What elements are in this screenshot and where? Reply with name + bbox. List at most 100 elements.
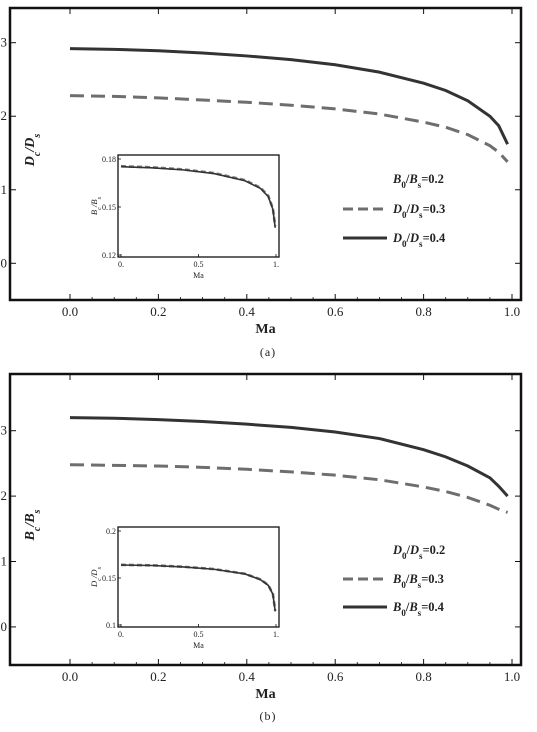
y-tick-label: 0.1 [0, 182, 7, 197]
y-tick-label: 0.0 [0, 255, 7, 270]
label-part: B [89, 210, 99, 215]
plot-frame [8, 6, 523, 302]
chart-panel-b: 0.00.20.40.60.81.00.00.10.20.3MaBc/BsD0/… [0, 372, 523, 723]
plot-frame [8, 372, 523, 667]
label-subscript: c [96, 578, 103, 581]
legend-part: D [409, 231, 419, 245]
x-tick-label: 0.4 [239, 669, 256, 684]
legend-part: / [405, 600, 410, 614]
inset-y-tick-label: 0.18 [102, 155, 116, 164]
x-tick-label: 1.0 [504, 304, 520, 319]
legend-subscript: s [418, 180, 422, 190]
inset-x-tick-label: 0. [118, 630, 124, 639]
inset-x-tick-label: 1. [273, 260, 279, 269]
legend-entry: D0/Ds=0.4 [392, 231, 446, 249]
legend-part: =0.4 [423, 231, 446, 245]
legend-part: B [392, 572, 401, 586]
y-axis-label: Bc/Bs [23, 509, 43, 541]
inset-y-tick-label: 0.15 [102, 203, 116, 212]
panel-caption: (b) [260, 709, 277, 723]
legend-part: / [405, 172, 410, 186]
label-part: / [23, 147, 38, 153]
x-tick-label: 0.2 [150, 304, 166, 319]
y-tick-label: 0.1 [0, 554, 7, 569]
y-tick-label: 0.3 [0, 423, 7, 438]
legend-part: D [392, 543, 402, 557]
inset-series-line-solid [120, 165, 277, 228]
x-tick-label: 0.6 [327, 304, 344, 319]
legend-part: / [406, 543, 411, 557]
label-subscript: s [96, 196, 103, 199]
y-axis-label: Dc/Ds [23, 134, 43, 168]
legend-entry: B0/Bs=0.3 [392, 572, 444, 590]
legend-header: B0/Bs=0.2 [392, 172, 444, 190]
inset-y-tick-label: 0.2 [106, 527, 116, 536]
series-line-dashed [69, 463, 509, 514]
legend-part: =0.3 [423, 202, 446, 216]
legend-part: B [408, 572, 417, 586]
legend-subscript: 0 [402, 210, 407, 220]
legend-subscript: 0 [401, 180, 406, 190]
x-tick-label: 0.0 [62, 304, 78, 319]
chart-panel-a: 0.00.20.40.60.81.00.00.10.20.3MaDc/DsB0/… [0, 6, 523, 359]
y-tick-label: 0.2 [0, 488, 7, 503]
y-tick-label: 0.2 [0, 108, 7, 123]
label-subscript: s [32, 134, 43, 139]
inset-x-tick-label: 1. [273, 630, 279, 639]
series-line-solid [69, 416, 509, 498]
inset-x-axis-label: Ma [193, 641, 204, 650]
panel-caption: (a) [260, 345, 276, 359]
legend-part: B [392, 172, 401, 186]
legend-part: D [409, 202, 419, 216]
x-tick-label: 1.0 [504, 669, 520, 684]
x-tick-label: 0.8 [415, 669, 431, 684]
inset-x-tick-label: 0. [118, 260, 124, 269]
legend-part: / [406, 231, 411, 245]
legend-part: / [406, 202, 411, 216]
legend-part: D [392, 231, 402, 245]
inset-chart: 0. 0.5 1. 0.1 0.15 0.2 Ma Dc/Ds [89, 526, 280, 650]
label-part: D [23, 138, 38, 149]
legend-part: =0.2 [421, 172, 444, 186]
legend-subscript: s [418, 580, 422, 590]
legend-subscript: s [419, 210, 423, 220]
x-tick-label: 0.2 [150, 669, 166, 684]
legend-subscript: 0 [402, 239, 407, 249]
legend-part: D [409, 543, 419, 557]
label-part: B [23, 513, 38, 523]
inset-frame [117, 154, 280, 258]
label-subscript: s [96, 566, 103, 569]
inset-y-axis-label: Dc/Ds [89, 566, 103, 588]
x-tick-label: 0.4 [239, 304, 256, 319]
label-subscript: c [32, 151, 43, 156]
legend-part: B [408, 172, 417, 186]
label-part: D [89, 569, 99, 577]
inset-chart: 0. 0.5 1. 0.12 0.15 0.18 Ma Bc/Bs [89, 154, 280, 280]
inset-y-axis-label: Bc/Bs [89, 196, 103, 215]
inset-x-axis-label: Ma [193, 271, 204, 280]
y-tick-label: 0.3 [0, 35, 7, 50]
legend-part: =0.4 [421, 600, 444, 614]
inset-y-tick-label: 0.12 [102, 251, 116, 260]
label-part: / [23, 522, 38, 528]
y-tick-label: 0.0 [0, 619, 7, 634]
label-part: B [89, 199, 99, 204]
legend-entry: B0/Bs=0.4 [392, 600, 445, 618]
legend-subscript: s [419, 239, 423, 249]
x-axis-label: Ma [255, 687, 275, 702]
label-part: B [23, 531, 38, 541]
inset-x-tick-label: 0.5 [194, 260, 204, 269]
x-tick-label: 0.6 [327, 669, 344, 684]
legend-subscript: 0 [402, 551, 407, 561]
label-subscript: c [32, 526, 43, 531]
legend-part: =0.2 [423, 543, 446, 557]
legend-subscript: 0 [401, 608, 406, 618]
inset-series-line-solid [120, 564, 277, 612]
label-part: D [89, 580, 99, 588]
legend-part: =0.3 [421, 572, 444, 586]
series-line-dashed [69, 94, 509, 163]
x-tick-label: 0.0 [62, 669, 78, 684]
x-tick-label: 0.8 [415, 304, 431, 319]
legend-part: B [392, 600, 401, 614]
